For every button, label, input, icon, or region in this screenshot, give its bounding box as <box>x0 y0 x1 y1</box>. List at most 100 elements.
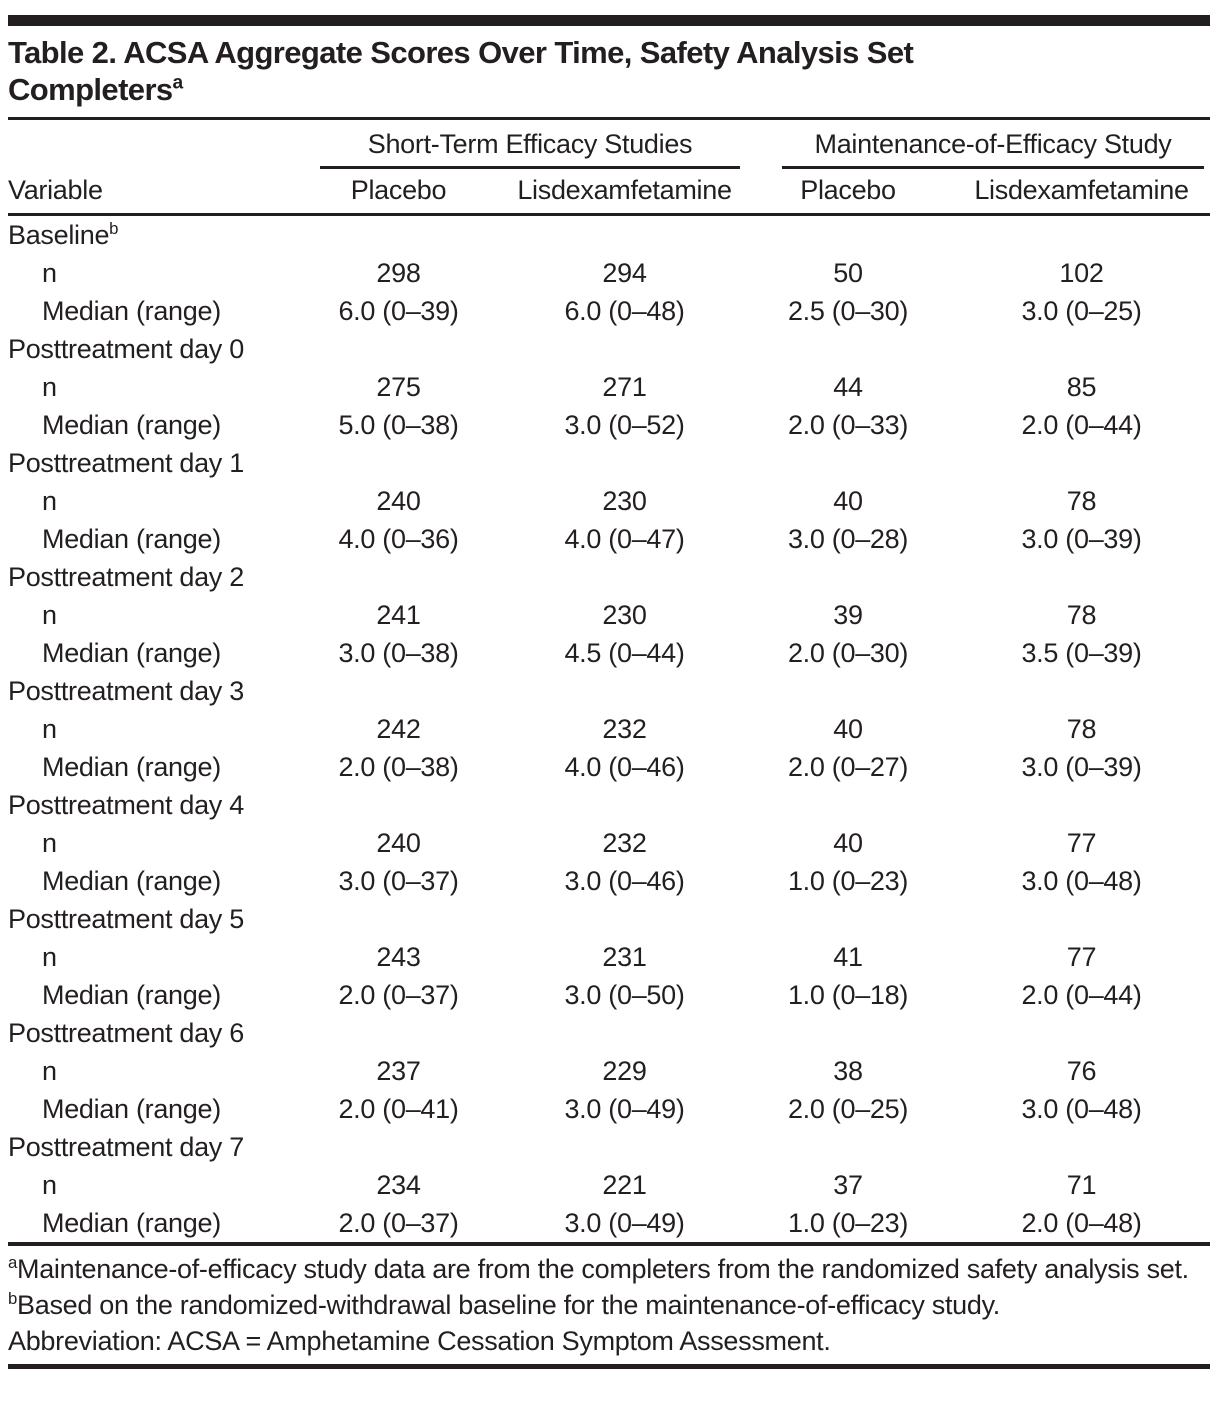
section-header-row: Posttreatment day 6 <box>8 1014 1210 1052</box>
value-cell: 78 <box>1066 486 1097 516</box>
value-cell: 40 <box>833 714 863 744</box>
value-cell: 1.0 (0–18) <box>787 980 909 1010</box>
data-row-median: Median (range) 2.0 (0–38) 4.0 (0–46) 2.0 (0… <box>8 748 1210 786</box>
section-label: Posttreatment day 6 <box>8 1014 1210 1052</box>
group-header-cell-short-term: Short-Term Efficacy Studies <box>291 120 743 169</box>
data-row-n: n 298 294 50 102 <box>8 254 1210 292</box>
value-cell: 240 <box>376 486 421 516</box>
value-cell: 4.5 (0–44) <box>564 638 685 668</box>
value-cell: 40 <box>833 486 863 516</box>
value-cell: 3.0 (0–38) <box>338 638 459 668</box>
value-cell: 102 <box>1059 258 1104 288</box>
table-bottom-rule <box>8 1242 1210 1246</box>
row-label-n: n <box>42 486 57 516</box>
value-cell: 243 <box>376 942 421 972</box>
section-header-row: Posttreatment day 3 <box>8 672 1210 710</box>
column-header-placebo-maintenance: Placebo <box>743 169 953 216</box>
value-cell: 294 <box>602 258 647 288</box>
value-cell: 4.0 (0–47) <box>564 524 685 554</box>
section-label: Posttreatment day 3 <box>8 672 1210 710</box>
value-cell: 2.0 (0–48) <box>1021 1208 1142 1238</box>
value-cell: 2.0 (0–37) <box>338 980 459 1010</box>
row-label-n: n <box>42 1170 57 1200</box>
value-cell: 41 <box>833 942 863 972</box>
value-cell: 39 <box>833 600 863 630</box>
value-cell: 3.0 (0–28) <box>787 524 909 554</box>
value-cell: 298 <box>376 258 421 288</box>
value-cell: 3.0 (0–39) <box>1021 524 1142 554</box>
footnote-a-marker: a <box>8 1253 18 1272</box>
data-row-n: n 275 271 44 85 <box>8 368 1210 406</box>
value-cell: 230 <box>602 486 647 516</box>
row-label-median: Median (range) <box>42 866 221 896</box>
data-row-median: Median (range) 6.0 (0–39) 6.0 (0–48) 2.5 (0… <box>8 292 1210 330</box>
value-cell: 3.0 (0–25) <box>1021 296 1142 326</box>
footnote-a-text: Maintenance-of-efficacy study data are f… <box>17 1254 1189 1284</box>
value-cell: 221 <box>602 1170 647 1200</box>
value-cell: 37 <box>833 1170 863 1200</box>
value-cell: 71 <box>1066 1170 1097 1200</box>
value-cell: 4.0 (0–36) <box>338 524 459 554</box>
table-title: Table 2. ACSA Aggregate Scores Over Time… <box>8 34 1210 108</box>
data-row-n: n 234 221 37 71 <box>8 1166 1210 1204</box>
column-header-lisdexamfetamine-maintenance: Lisdexamfetamine <box>953 169 1210 216</box>
section-header-row: Posttreatment day 2 <box>8 558 1210 596</box>
value-cell: 4.0 (0–46) <box>564 752 685 782</box>
top-rule-bar <box>8 15 1210 26</box>
section-header-row: Posttreatment day 7 <box>8 1128 1210 1166</box>
value-cell: 40 <box>833 828 863 858</box>
value-cell: 1.0 (0–23) <box>787 866 909 896</box>
value-cell: 3.0 (0–48) <box>1021 1094 1142 1124</box>
value-cell: 2.0 (0–38) <box>338 752 459 782</box>
group-header-cell-maintenance: Maintenance-of-Efficacy Study <box>743 120 1210 169</box>
footnote-b-marker: b <box>8 1289 18 1308</box>
row-label-median: Median (range) <box>42 410 221 440</box>
row-label-median: Median (range) <box>42 296 221 326</box>
value-cell: 2.0 (0–44) <box>1021 410 1142 440</box>
value-cell: 78 <box>1066 600 1097 630</box>
data-row-n: n 240 230 40 78 <box>8 482 1210 520</box>
footnotes: aMaintenance-of-efficacy study data are … <box>8 1251 1210 1359</box>
footnote-a: aMaintenance-of-efficacy study data are … <box>8 1251 1210 1287</box>
data-row-median: Median (range) 3.0 (0–37) 3.0 (0–46) 1.0 (0… <box>8 862 1210 900</box>
group-header-row: Short-Term Efficacy Studies Maintenance-… <box>8 120 1210 169</box>
column-header-row: Variable Placebo Lisdexamfetamine Placeb… <box>8 169 1210 216</box>
data-row-median: Median (range) 2.0 (0–37) 3.0 (0–50) 1.0 (0… <box>8 976 1210 1014</box>
column-header-lisdexamfetamine-short-term: Lisdexamfetamine <box>506 169 743 216</box>
section-header-row: Posttreatment day 1 <box>8 444 1210 482</box>
value-cell: 44 <box>833 372 863 402</box>
value-cell: 271 <box>602 372 647 402</box>
value-cell: 2.0 (0–27) <box>787 752 909 782</box>
data-row-median: Median (range) 3.0 (0–38) 4.5 (0–44) 2.0 (0… <box>8 634 1210 672</box>
section-label: Posttreatment day 4 <box>8 786 1210 824</box>
section-label-text: Posttreatment day 5 <box>8 904 244 934</box>
value-cell: 50 <box>833 258 863 288</box>
row-label-n: n <box>42 714 57 744</box>
value-cell: 2.0 (0–33) <box>787 410 909 440</box>
value-cell: 2.5 (0–30) <box>787 296 909 326</box>
row-label-n: n <box>42 258 57 288</box>
data-row-n: n 242 232 40 78 <box>8 710 1210 748</box>
group-header-short-term-efficacy: Short-Term Efficacy Studies <box>320 129 740 169</box>
row-label-n: n <box>42 828 57 858</box>
section-label: Baselineb <box>8 215 1210 255</box>
value-cell: 77 <box>1066 942 1097 972</box>
value-cell: 6.0 (0–48) <box>564 296 685 326</box>
data-row-median: Median (range) 4.0 (0–36) 4.0 (0–47) 3.0 (0… <box>8 520 1210 558</box>
value-cell: 230 <box>602 600 647 630</box>
value-cell: 6.0 (0–39) <box>338 296 459 326</box>
group-header-spacer <box>8 120 291 169</box>
section-header-row: Posttreatment day 5 <box>8 900 1210 938</box>
page: Table 2. ACSA Aggregate Scores Over Time… <box>8 15 1210 1369</box>
value-cell: 78 <box>1066 714 1097 744</box>
section-label: Posttreatment day 0 <box>8 330 1210 368</box>
section-label-text: Posttreatment day 6 <box>8 1018 244 1048</box>
bottom-rule-bar <box>8 1364 1210 1369</box>
value-cell: 85 <box>1066 372 1097 402</box>
acsa-scores-table: Short-Term Efficacy Studies Maintenance-… <box>8 120 1210 1242</box>
section-label: Posttreatment day 2 <box>8 558 1210 596</box>
value-cell: 242 <box>376 714 421 744</box>
row-label-n: n <box>42 600 57 630</box>
value-cell: 275 <box>376 372 421 402</box>
table-title-superscript: a <box>172 72 184 94</box>
